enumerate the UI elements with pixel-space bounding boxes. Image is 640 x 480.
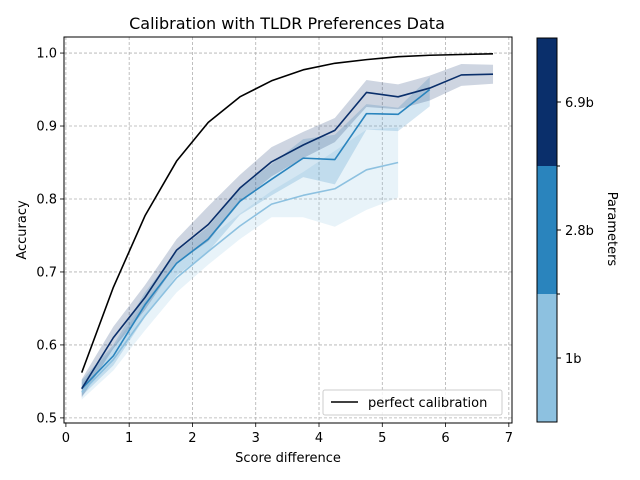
- legend-box: [322, 389, 503, 416]
- colorbar-title: Parameters: [604, 192, 619, 267]
- x-axis-label: Score difference: [235, 451, 341, 466]
- chart-title: Calibration with TLDR Preferences Data: [129, 14, 445, 33]
- y-tick-label: 0.5: [36, 411, 57, 426]
- confidence-bands: [81, 64, 494, 400]
- series-line-6-9b: [81, 73, 494, 390]
- colorbar-segment-2-8b: [537, 166, 557, 294]
- x-tick-label: 2: [188, 431, 196, 446]
- colorbar-segment-6-9b: [537, 38, 557, 166]
- grid-lines: [64, 37, 512, 423]
- series-lines: [80, 52, 494, 393]
- colorbar-label-2-8b: 2.8b: [565, 224, 594, 239]
- series-line-1b: [81, 161, 399, 393]
- x-tick-label: 5: [378, 431, 386, 446]
- confidence-band-2-8b: [81, 77, 430, 396]
- y-tick-label: 0.8: [36, 192, 57, 207]
- series-line-perfect-calibration: [80, 52, 494, 373]
- confidence-band-1b: [81, 127, 399, 400]
- colorbar-label-1b: 1b: [565, 352, 582, 367]
- colorbar-label-6-9b: 6.9b: [565, 96, 594, 111]
- x-tick-label: 4: [315, 431, 323, 446]
- x-tick-label: 6: [441, 431, 449, 446]
- y-tick-label: 0.7: [36, 265, 57, 280]
- y-tick-label: 1.0: [36, 47, 57, 62]
- plot-frame: [63, 36, 513, 424]
- series-line-2-8b: [81, 88, 431, 390]
- y-axis-label: Accuracy: [15, 200, 30, 260]
- confidence-band-6-9b: [81, 64, 494, 398]
- x-tick-label: 7: [505, 431, 513, 446]
- colorbar: 1b 2.8b 6.9b Parameters: [536, 37, 619, 423]
- x-tick-label: 3: [252, 431, 260, 446]
- colorbar-segment-1b: [537, 294, 557, 422]
- y-tick-label: 0.6: [36, 338, 57, 353]
- x-tick-label: 1: [125, 431, 133, 446]
- legend-label-perfect-calibration: perfect calibration: [368, 396, 487, 411]
- y-axis-ticks: 0.5 0.6 0.7 0.8 0.9 1.0: [36, 47, 64, 426]
- legend: perfect calibration: [322, 389, 503, 416]
- y-tick-label: 0.9: [36, 120, 57, 135]
- x-axis-ticks: 0 1 2 3 4 5 6 7: [62, 423, 513, 446]
- x-tick-label: 0: [62, 431, 70, 446]
